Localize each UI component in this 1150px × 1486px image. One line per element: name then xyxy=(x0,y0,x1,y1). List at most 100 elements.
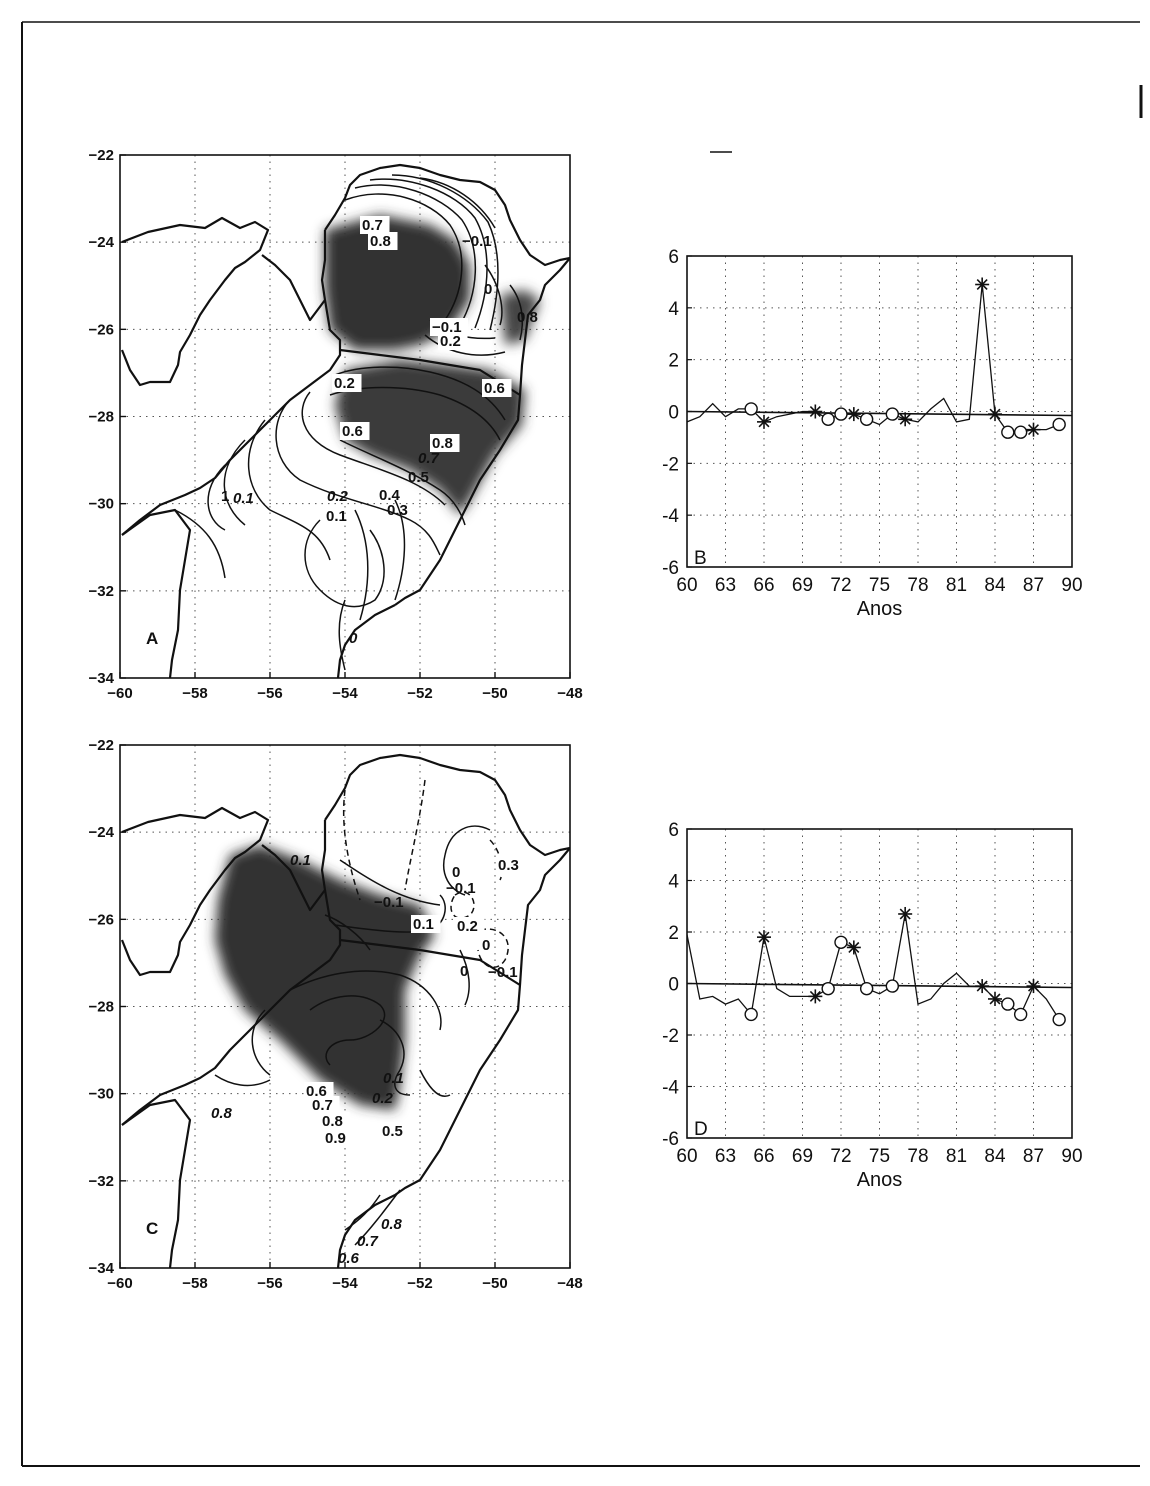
parana-river xyxy=(261,844,326,912)
contour-label: 0 xyxy=(484,281,492,298)
page-border xyxy=(21,21,1143,1467)
y-tick-label: 2 xyxy=(668,351,679,372)
x-tick-label: 90 xyxy=(1061,575,1082,596)
x-tick-label: −50 xyxy=(482,685,507,702)
y-tick-label: −32 xyxy=(89,1173,114,1190)
y-tick-label: −22 xyxy=(89,737,114,754)
contour-label: 0.8 xyxy=(517,309,538,326)
circle-marker xyxy=(834,935,848,949)
map-panel-a: 0.70.8 −0.10−0.10.80.20.2 0.60.60.80.70.50… xyxy=(89,147,583,702)
contour xyxy=(214,1074,271,1087)
y-tick-label: 0 xyxy=(668,975,679,996)
star-marker xyxy=(988,991,1002,1006)
contour-label: 0.6 xyxy=(306,1083,327,1100)
parana-river xyxy=(261,254,326,322)
x-tick-label: 60 xyxy=(676,1146,697,1167)
contour xyxy=(207,464,226,531)
x-tick-label: 84 xyxy=(984,1146,1006,1167)
contour-label: 0.5 xyxy=(408,469,429,486)
y-tick-label: −30 xyxy=(89,1086,114,1103)
x-tick-label: 66 xyxy=(753,1146,774,1167)
contour-label: −0.1 xyxy=(432,319,462,336)
x-tick-label: −48 xyxy=(557,1275,582,1292)
contour-label: 0 xyxy=(482,937,490,954)
timeseries-d-ticks: 60 63 66 69 72 75 78 81 84 87 90 6 4 2 0 -2 -4 -6 xyxy=(662,820,1082,1167)
contour-label: 0.2 xyxy=(440,333,461,350)
y-tick-label: −30 xyxy=(89,496,114,513)
contour-negative xyxy=(450,891,475,919)
contour xyxy=(344,1194,381,1231)
timeseries-b-line xyxy=(686,284,1060,433)
contour xyxy=(354,509,369,621)
y-tick-label: -2 xyxy=(662,1026,679,1047)
x-tick-label: 66 xyxy=(753,575,774,596)
contour-label: 0.2 xyxy=(372,1090,394,1107)
contour-label-bg xyxy=(380,1122,410,1140)
contour xyxy=(419,1069,451,1097)
contour-label: 0.7 xyxy=(418,450,440,467)
x-tick-label: 72 xyxy=(830,575,851,596)
x-tick-label: −60 xyxy=(107,1275,132,1292)
panel-label-c: C xyxy=(146,1219,158,1238)
y-tick-label: −34 xyxy=(89,1260,115,1277)
y-tick-label: −34 xyxy=(89,670,115,687)
timeseries-panel-d: 60 63 66 69 72 75 78 81 84 87 90 6 4 2 0 -2 -4 -6 Anos D xyxy=(662,820,1082,1191)
contour-label: −0.1 xyxy=(374,894,404,911)
contour xyxy=(275,399,441,556)
y-tick-label: −26 xyxy=(89,321,114,338)
map-c-ticks: −60 −58 −56 −54 −52 −50 −48 −22 −24 −26 −28 −30 −32 −… xyxy=(89,737,583,1292)
contour-label-bg xyxy=(438,332,468,350)
y-tick-label: 4 xyxy=(668,872,679,893)
x-tick-label: 87 xyxy=(1023,1146,1044,1167)
contour xyxy=(289,970,442,1031)
y-tick-label: 6 xyxy=(668,820,679,841)
contour xyxy=(301,391,446,506)
map-a-contour-labels: 0.70.8 −0.10−0.10.80.20.2 0.60.60.80.70.50… xyxy=(221,216,538,647)
high-correlation-zone-south xyxy=(215,845,435,1110)
panel-label-b: B xyxy=(694,548,707,569)
circle-marker xyxy=(885,407,900,421)
contour-label: 0.6 xyxy=(484,380,505,397)
x-tick-label: 78 xyxy=(907,1146,928,1167)
contour-label: 0 xyxy=(452,864,460,881)
x-tick-label: −52 xyxy=(407,1275,432,1292)
circle-marker xyxy=(1052,417,1066,432)
contour-label: −0.1 xyxy=(446,880,476,897)
contour-label: 0.1 xyxy=(413,916,434,933)
contour-label: 0.6 xyxy=(342,423,363,440)
contour-label-bg xyxy=(430,434,460,452)
star-marker xyxy=(808,404,823,419)
contour-label: 0.7 xyxy=(357,1233,379,1250)
star-marker xyxy=(757,930,771,945)
circle-marker xyxy=(859,412,874,426)
x-tick-label: −52 xyxy=(407,685,432,702)
y-tick-label: 0 xyxy=(668,403,679,424)
state-border xyxy=(339,938,521,986)
contour-label: 0.7 xyxy=(362,217,383,234)
contour-label: 0.5 xyxy=(382,1123,403,1140)
contour-label: 0.2 xyxy=(457,918,478,935)
coast-line xyxy=(394,257,570,606)
uruguay-outline xyxy=(336,1194,396,1268)
x-tick-label: 84 xyxy=(984,575,1006,596)
panel-label-a: A xyxy=(146,629,158,648)
y-tick-label: −22 xyxy=(89,147,114,164)
y-tick-label: -4 xyxy=(662,1078,679,1099)
uruguay-outline xyxy=(336,604,396,678)
x-tick-label: −56 xyxy=(257,685,282,702)
contour-label-bg xyxy=(411,915,441,933)
paraguay-border xyxy=(120,806,270,977)
x-tick-label: −58 xyxy=(182,685,207,702)
contour xyxy=(379,1019,411,1096)
timeseries-d-zero-line xyxy=(686,982,1073,989)
contour-label: 0.8 xyxy=(211,1105,233,1122)
contour xyxy=(338,599,346,671)
x-tick-label: 63 xyxy=(715,575,736,596)
star-marker xyxy=(757,414,771,429)
timeseries-d-xlabel: Anos xyxy=(857,1169,903,1191)
contour-label-bg xyxy=(340,422,370,440)
contour-label: 0 xyxy=(460,963,468,980)
contour-label: 0.1 xyxy=(326,508,347,525)
contour-label-bg xyxy=(310,1096,340,1114)
star-marker xyxy=(975,277,990,292)
